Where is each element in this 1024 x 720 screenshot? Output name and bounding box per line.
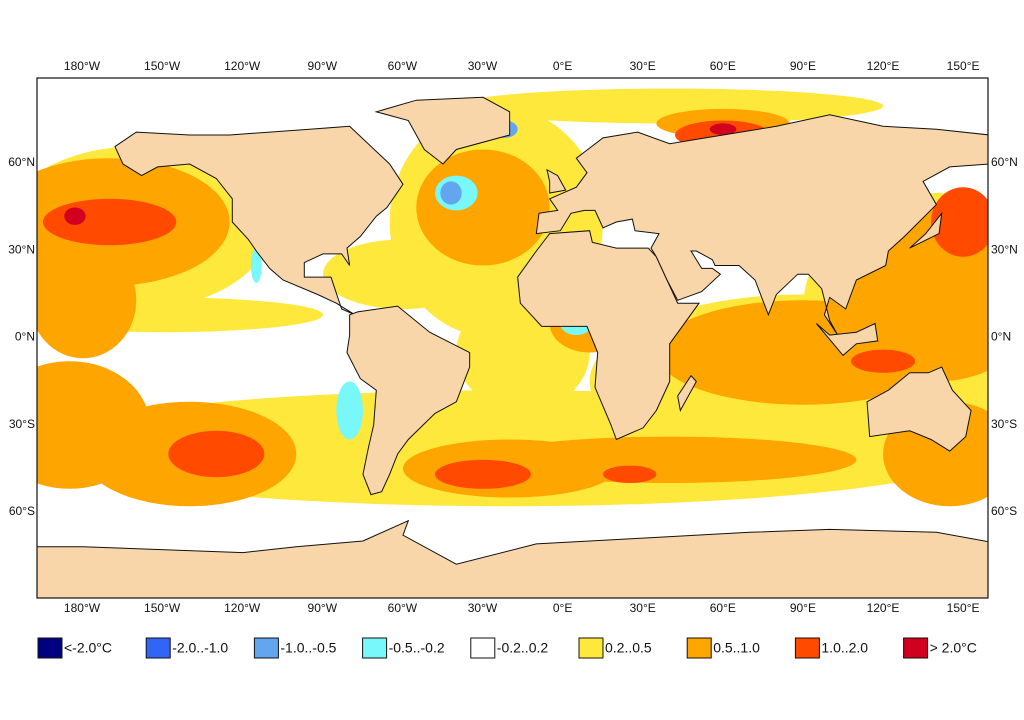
lon-label-top: 150°W: [144, 59, 181, 73]
legend-swatch: [145, 637, 171, 659]
lon-label-top: 30°W: [468, 59, 498, 73]
lon-label-bottom: 120°E: [867, 601, 900, 615]
lon-label-top: 30°E: [630, 59, 656, 73]
legend-swatch: [362, 637, 388, 659]
legend-label: > 2.0°C: [930, 640, 977, 656]
lon-label-bottom: 30°W: [468, 601, 498, 615]
legend-swatch: [903, 637, 929, 659]
legend-swatch: [578, 637, 604, 659]
legend-label: -2.0..-1.0: [172, 640, 228, 656]
lat-label-left: 60°S: [9, 504, 35, 518]
lon-label-top: 120°W: [224, 59, 261, 73]
lon-label-top: 0°E: [553, 59, 572, 73]
lon-label-top: 60°W: [388, 59, 418, 73]
lon-label-top: 150°E: [947, 59, 980, 73]
lon-label-bottom: 0°E: [553, 601, 572, 615]
lat-label-left: 30°N: [8, 242, 35, 256]
legend-swatch: [253, 637, 279, 659]
lon-label-bottom: 90°E: [790, 601, 816, 615]
lon-label-bottom: 90°W: [308, 601, 338, 615]
lat-label-right: 0°N: [991, 330, 1011, 344]
anomaly-field: [37, 88, 988, 598]
lat-label-right: 30°S: [991, 417, 1017, 431]
land: [37, 97, 988, 598]
legend-label: 0.2..0.5: [605, 640, 652, 656]
lat-label-left: 0°N: [15, 330, 35, 344]
lon-label-bottom: 150°E: [947, 601, 980, 615]
lat-label-left: 30°S: [9, 417, 35, 431]
legend-label: -0.2..0.2: [497, 640, 549, 656]
legend-label: 0.5..1.0: [713, 640, 760, 656]
lon-label-bottom: 180°W: [64, 601, 101, 615]
lat-label-right: 30°N: [991, 242, 1018, 256]
lat-label-left: 60°N: [8, 155, 35, 169]
legend-label: -1.0..-0.5: [280, 640, 336, 656]
map-frame: [36, 77, 989, 599]
lon-label-bottom: 120°W: [224, 601, 261, 615]
legend-swatch: [794, 637, 820, 659]
lon-label-top: 90°E: [790, 59, 816, 73]
legend-swatch: [686, 637, 712, 659]
lon-label-bottom: 150°W: [144, 601, 181, 615]
lon-label-bottom: 60°E: [710, 601, 736, 615]
lat-label-right: 60°S: [991, 504, 1017, 518]
lon-label-top: 90°W: [308, 59, 338, 73]
lon-label-top: 180°W: [64, 59, 101, 73]
lat-label-right: 60°N: [991, 155, 1018, 169]
legend-label: -0.5..-0.2: [389, 640, 445, 656]
lon-label-top: 60°E: [710, 59, 736, 73]
lon-label-top: 120°E: [867, 59, 900, 73]
lon-label-bottom: 60°W: [388, 601, 418, 615]
map-area: [37, 78, 988, 598]
legend-swatch: [470, 637, 496, 659]
legend-label: <-2.0°C: [64, 640, 112, 656]
lon-label-bottom: 30°E: [630, 601, 656, 615]
legend-swatch: [37, 637, 63, 659]
legend-label: 1.0..2.0: [821, 640, 868, 656]
